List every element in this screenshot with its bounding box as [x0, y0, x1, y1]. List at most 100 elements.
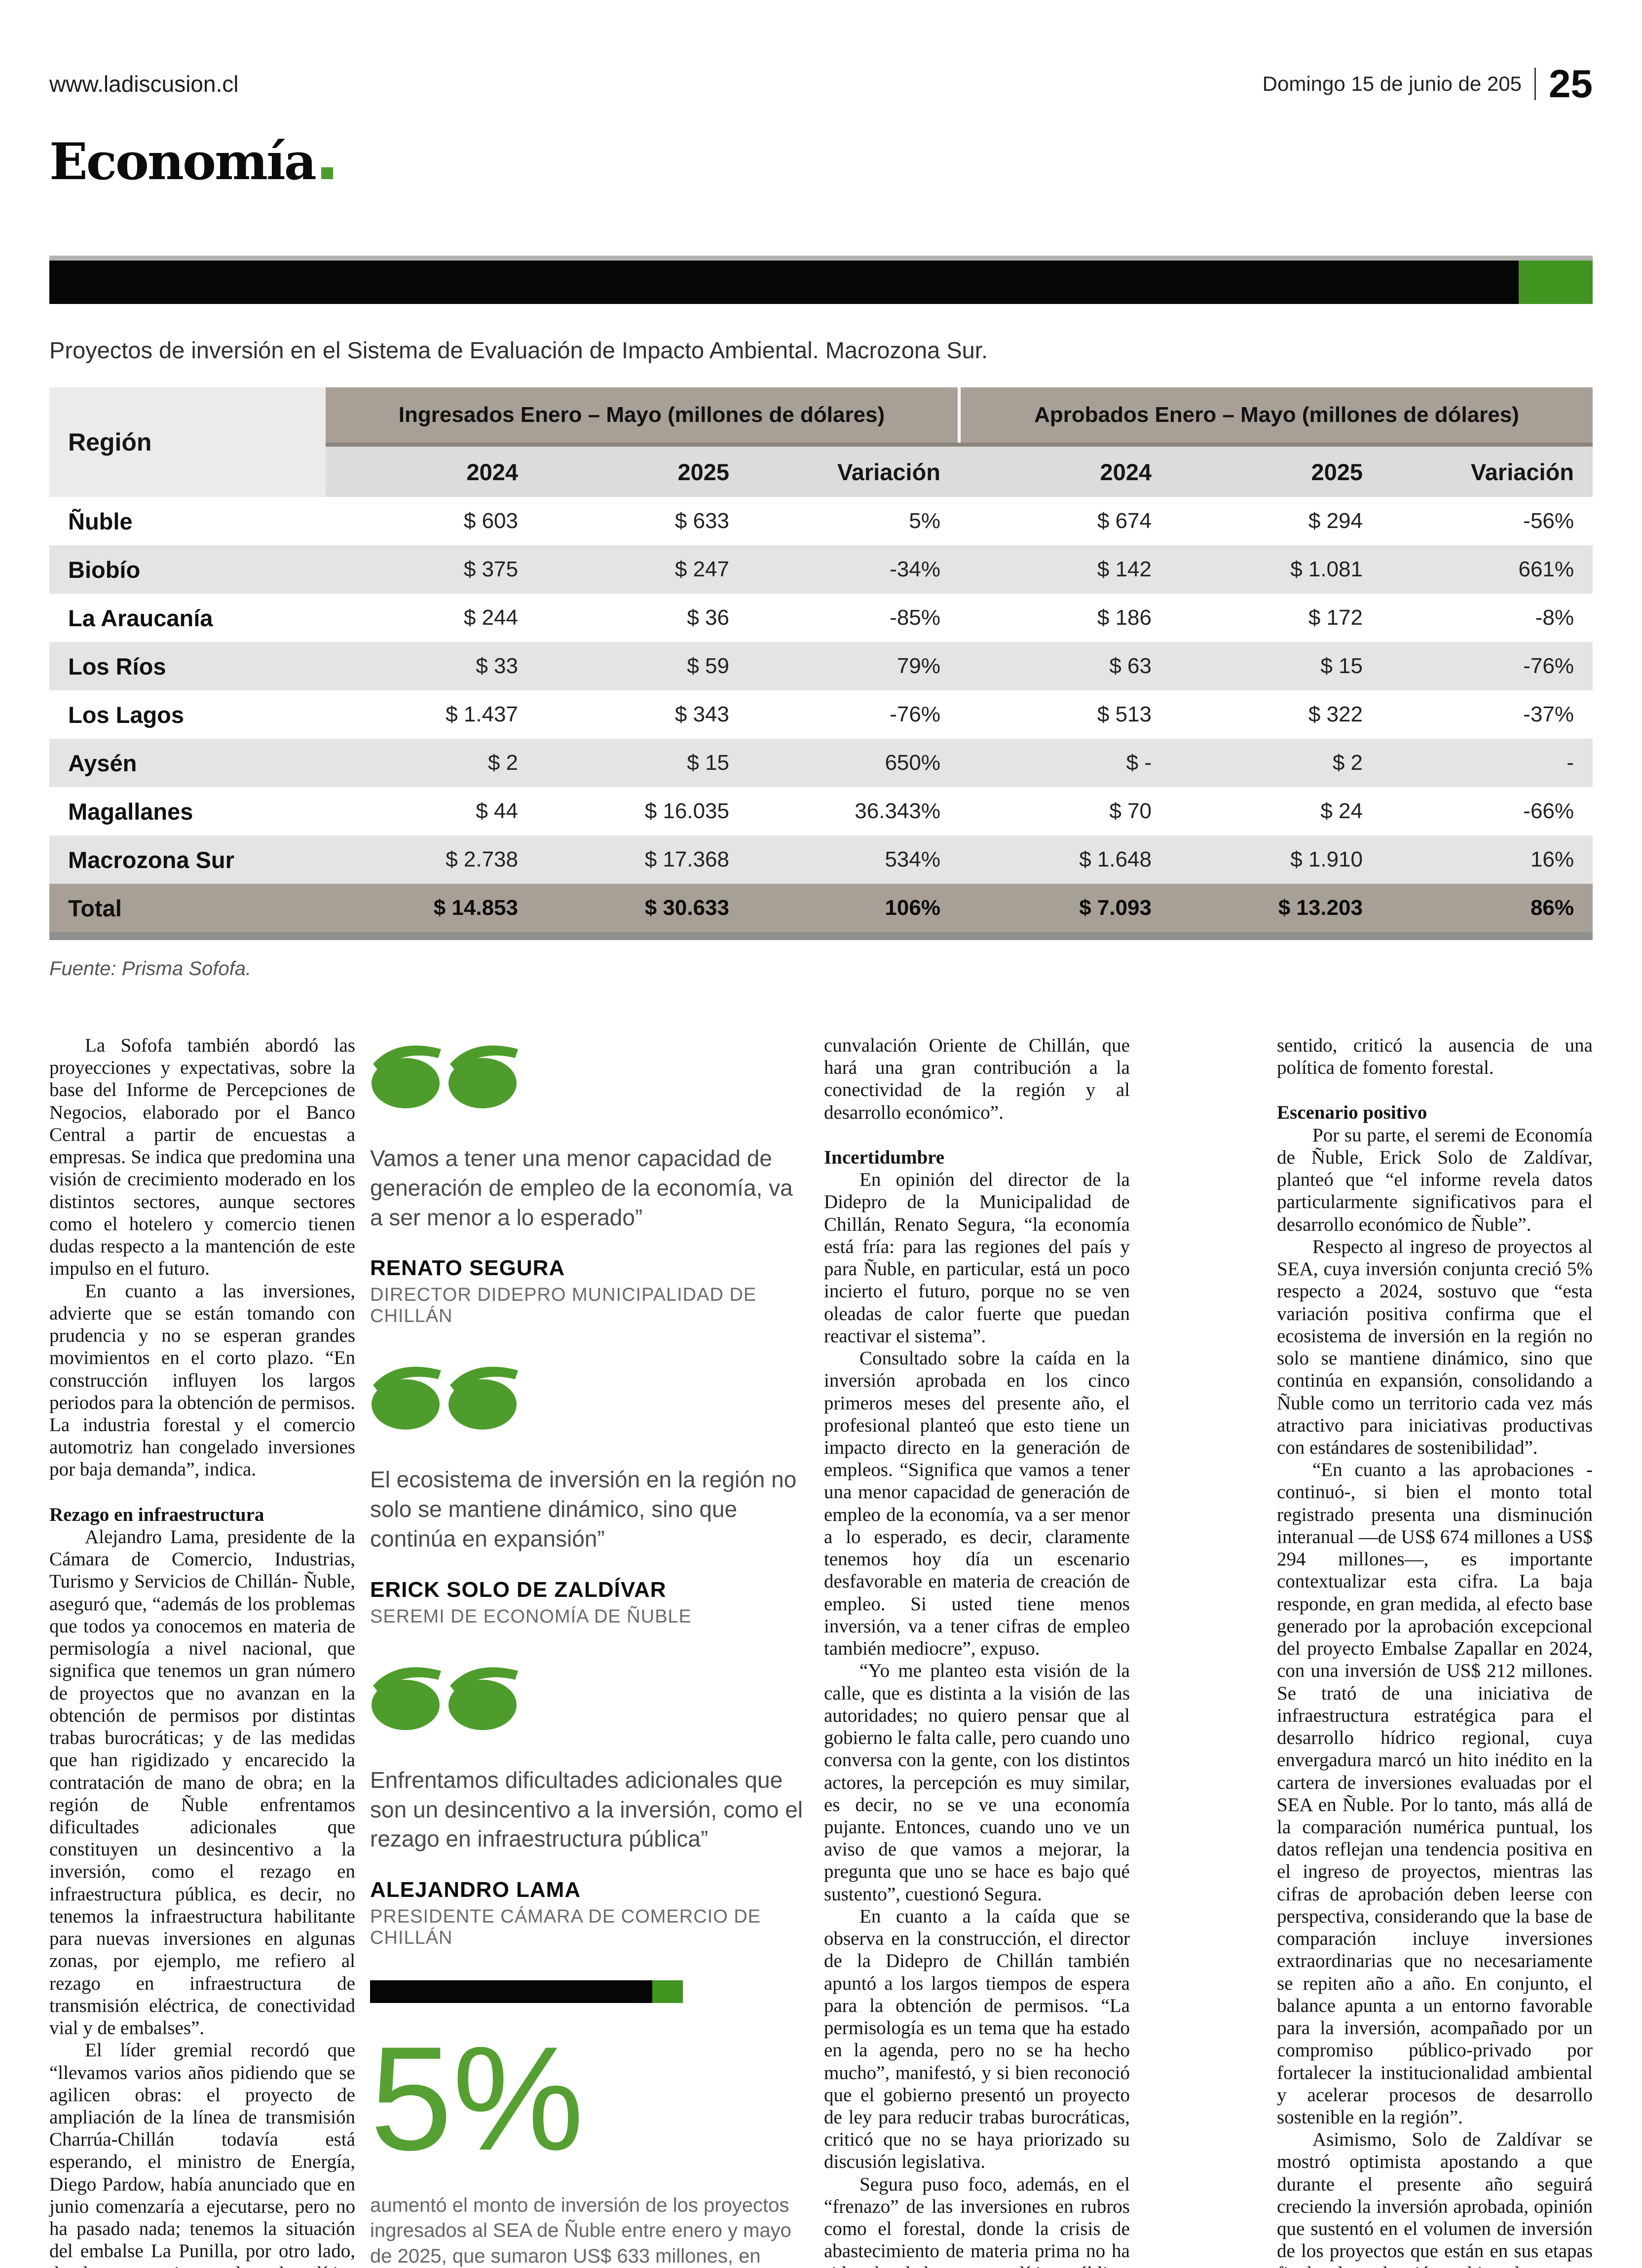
- date-block: Domingo 15 de junio de 205 25: [1263, 64, 1593, 104]
- stat-rule-bar: [370, 1980, 683, 2003]
- value-cell: $ 2: [1332, 751, 1363, 775]
- value-cell: 661%: [1518, 557, 1574, 581]
- value-cell: -66%: [1523, 799, 1574, 823]
- section-masthead: Economía: [49, 132, 1593, 191]
- value-cell: $ 33: [476, 654, 518, 678]
- value-cell: -76%: [1523, 654, 1574, 678]
- column-header-2024: 2024: [959, 445, 1170, 497]
- body-paragraph: Alejandro Lama, presidente de la Cámara …: [49, 1526, 355, 2039]
- subheading-incertidumbre: Incertidumbre: [824, 1146, 945, 1168]
- table-kicker: Proyectos de inversión en el Sistema de …: [49, 337, 988, 363]
- value-cell: 5%: [909, 509, 940, 533]
- quote-author-role: DIRECTOR DIDEPRO MUNICIPALIDAD DE CHILLÁ…: [370, 1285, 757, 1327]
- table-group-header-row: Región Ingresados Enero – Mayo (millones…: [49, 387, 1593, 497]
- value-cell: -56%: [1523, 509, 1574, 533]
- value-cell: -85%: [890, 605, 940, 630]
- body-paragraph: “En cuanto a las aprobaciones -continuó-…: [1277, 1459, 1593, 2128]
- value-cell: $ 7.093: [1079, 896, 1152, 920]
- value-cell: $ 1.437: [446, 702, 518, 726]
- value-cell: $ 674: [1097, 509, 1152, 533]
- headline-rule-bar: [49, 256, 1593, 304]
- region-cell: Biobío: [68, 556, 141, 583]
- value-cell: $ 247: [674, 557, 729, 581]
- article-column-1: La Sofofa también abordó las proyeccione…: [49, 1034, 355, 2268]
- region-cell: Total: [68, 895, 122, 921]
- quote-author-role: SEREMI DE ECONOMÍA DE ÑUBLE: [370, 1606, 692, 1627]
- column-header-2024: 2024: [326, 445, 537, 497]
- table-row: Macrozona Sur $ 2.738 $ 17.368 534% $ 1.…: [49, 835, 1593, 884]
- sea-investment-table: Región Ingresados Enero – Mayo (millones…: [49, 387, 1593, 940]
- value-cell: -8%: [1535, 605, 1574, 630]
- table-row: Los Lagos $ 1.437 $ 343 -76% $ 513 $ 322…: [49, 690, 1593, 739]
- quote-attribution: RENATO SEGURA DIRECTOR DIDEPRO MUNICIPAL…: [370, 1256, 804, 1327]
- body-paragraph: Segura puso foco, además, en el “frenazo…: [824, 2173, 1130, 2268]
- value-cell: $ -: [1126, 751, 1152, 775]
- region-cell: Los Ríos: [68, 653, 166, 680]
- body-paragraph: El líder gremial recordó que “llevamos v…: [49, 2040, 355, 2268]
- body-paragraph: La Sofofa también abordó las proyeccione…: [49, 1035, 355, 1280]
- value-cell: -37%: [1523, 702, 1574, 726]
- quote-author: ERICK SOLO DE ZALDÍVAR: [370, 1577, 667, 1602]
- region-cell: Aysén: [68, 750, 137, 776]
- body-paragraph: En cuanto a las inversiones, advierte qu…: [49, 1280, 355, 1480]
- region-cell: Magallanes: [68, 798, 193, 825]
- column-header-variacion: Variación: [748, 445, 959, 497]
- value-cell: -34%: [890, 557, 940, 581]
- stat-value: 5%: [370, 2015, 584, 2182]
- subheading-escenario-positivo: Escenario positivo: [1277, 1102, 1427, 1124]
- stat-callout: 5% aumentó el monto de inversión de los …: [370, 1980, 804, 2268]
- body-paragraph: cunvalación Oriente de Chillán, que hará…: [824, 1035, 1130, 1123]
- value-cell: $ 294: [1308, 509, 1363, 533]
- quotation-marks-icon: [372, 1045, 518, 1108]
- value-cell: $ 17.368: [644, 847, 729, 871]
- article-column-2: Vamos a tener una menor capacidad de gen…: [370, 1034, 804, 2268]
- body-paragraph: Respecto al ingreso de proyectos al SEA,…: [1277, 1236, 1593, 1458]
- quote-attribution: ERICK SOLO DE ZALDÍVAR SEREMI DE ECONOMÍ…: [370, 1578, 804, 1627]
- body-paragraph: Consultado sobre la caída en la inversió…: [824, 1348, 1130, 1660]
- region-column-header: Región: [49, 387, 326, 497]
- value-cell: $ 244: [463, 605, 518, 630]
- value-cell: $ 70: [1109, 799, 1152, 823]
- section-title: Economía: [49, 132, 317, 191]
- body-paragraph: Asimismo, Solo de Zaldívar se mostró opt…: [1277, 2129, 1593, 2268]
- value-cell: 36.343%: [855, 799, 940, 823]
- pull-quote: El ecosistema de inversión en la región …: [370, 1359, 804, 1627]
- headline-rule-accent: [1519, 261, 1593, 304]
- column-header-variacion: Variación: [1381, 445, 1593, 497]
- value-cell: $ 24: [1320, 799, 1363, 823]
- region-cell: Los Lagos: [68, 701, 185, 728]
- value-cell: $ 13.203: [1278, 896, 1363, 920]
- page-header: www.ladiscusion.cl Domingo 15 de junio d…: [49, 64, 1593, 104]
- value-cell: 16%: [1530, 847, 1574, 871]
- value-cell: $ 142: [1097, 557, 1152, 581]
- quote-author: ALEJANDRO LAMA: [370, 1878, 581, 1902]
- quote-author: RENATO SEGURA: [370, 1256, 565, 1281]
- edition-date: Domingo 15 de junio de 205: [1262, 72, 1522, 95]
- value-cell: 79%: [896, 654, 940, 678]
- article-column-4: sentido, criticó la ausencia de una polí…: [1277, 1034, 1593, 2268]
- value-cell: $ 1.910: [1290, 847, 1363, 871]
- region-cell: Ñuble: [68, 508, 133, 534]
- table-row: Ñuble $ 603 $ 633 5% $ 674 $ 294 -56%: [49, 497, 1593, 545]
- value-cell: $ 14.853: [433, 896, 518, 920]
- value-cell: $ 63: [1109, 654, 1152, 678]
- pull-quote: Vamos a tener una menor capacidad de gen…: [370, 1037, 804, 1327]
- stat-rule-accent: [652, 1980, 683, 2003]
- site-url: www.ladiscusion.cl: [49, 71, 239, 97]
- value-cell: $ 633: [674, 509, 729, 533]
- quote-attribution: ALEJANDRO LAMA PRESIDENTE CÁMARA DE COME…: [370, 1878, 804, 1949]
- value-cell: $ 172: [1308, 605, 1363, 630]
- value-cell: -76%: [890, 702, 940, 726]
- value-cell: $ 322: [1308, 702, 1363, 726]
- article-column-3: cunvalación Oriente de Chillán, que hará…: [824, 1034, 1130, 2268]
- quote-text: Enfrentamos dificultades adicionales que…: [370, 1767, 803, 1852]
- value-cell: $ 30.633: [644, 896, 729, 920]
- value-cell: $ 343: [674, 702, 729, 726]
- region-cell: La Araucanía: [68, 605, 213, 631]
- body-paragraph: En cuanto a la caída que se observa en l…: [824, 1905, 1130, 2173]
- stat-caption: aumentó el monto de inversión de los pro…: [370, 2194, 791, 2267]
- section-title-dot: [321, 167, 333, 179]
- value-cell: $ 375: [463, 557, 518, 581]
- column-header-2025: 2025: [1170, 445, 1381, 497]
- table-subheader-row: 2024 2025 Variación 2024 2025 Variación: [49, 445, 1593, 497]
